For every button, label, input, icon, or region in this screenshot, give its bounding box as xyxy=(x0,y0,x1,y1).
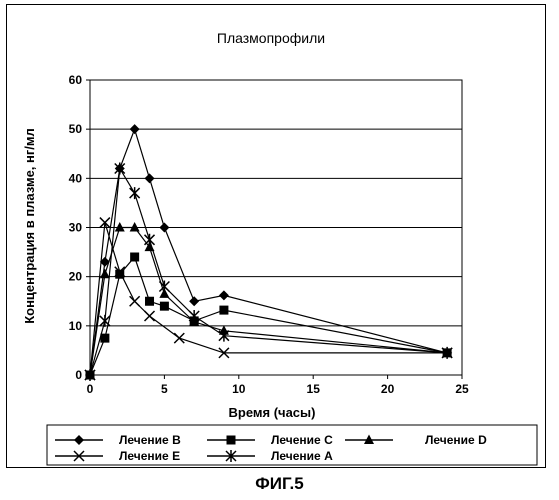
x-tick-label: 15 xyxy=(307,382,321,396)
x-tick-label: 25 xyxy=(455,382,469,396)
data-point xyxy=(159,223,169,233)
series-line xyxy=(90,169,447,376)
y-tick-label: 50 xyxy=(69,122,83,136)
data-point xyxy=(145,311,155,321)
data-point xyxy=(160,302,169,311)
x-axis-label: Время (часы) xyxy=(229,405,316,420)
figure-caption: ФИГ.5 xyxy=(0,474,559,494)
data-point xyxy=(189,296,199,306)
series-line xyxy=(90,129,447,375)
y-tick-label: 10 xyxy=(69,319,83,333)
plasma-profile-chart: Плазмопрофили 0 10 20 30 40 50 60 0 5 10 15 20 25 Вр… xyxy=(7,5,545,467)
y-tick-label: 60 xyxy=(69,73,83,87)
series-0 xyxy=(85,124,452,380)
plot-area: 0 10 20 30 40 50 60 0 5 10 15 20 25 xyxy=(69,73,469,396)
data-point xyxy=(159,281,169,293)
y-tick-label: 0 xyxy=(75,368,82,382)
data-point xyxy=(174,333,184,343)
legend: Лечение B Лечение C Лечение D Лечение E Лече… xyxy=(47,425,537,465)
data-point xyxy=(189,310,199,322)
data-point xyxy=(130,124,140,134)
y-tick-label: 20 xyxy=(69,270,83,284)
data-point xyxy=(100,334,109,343)
legend-entry: Лечение A xyxy=(207,449,333,463)
x-tick-label: 10 xyxy=(232,382,246,396)
y-tick-label: 40 xyxy=(69,171,83,185)
data-point xyxy=(115,222,125,232)
data-point xyxy=(130,222,140,232)
data-point xyxy=(145,173,155,183)
y-axis-label: Концентрация в плазме, нг/мл xyxy=(22,128,37,324)
data-point xyxy=(145,297,154,306)
x-tick-label: 0 xyxy=(87,382,94,396)
x-tick-label: 20 xyxy=(381,382,395,396)
legend-label: Лечение D xyxy=(425,433,487,447)
series-line xyxy=(90,223,447,375)
chart-title: Плазмопрофили xyxy=(217,30,325,46)
data-point xyxy=(130,296,140,306)
chart-frame: Плазмопрофили 0 10 20 30 40 50 60 0 5 10 15 20 25 Вр… xyxy=(6,4,546,468)
data-point xyxy=(100,269,110,279)
legend-marker xyxy=(227,436,236,445)
series-line xyxy=(90,257,447,375)
x-tick-label: 5 xyxy=(161,382,168,396)
series-2 xyxy=(85,222,452,379)
data-point xyxy=(219,306,228,315)
series-1 xyxy=(86,253,452,380)
series-3 xyxy=(85,218,452,380)
legend-label: Лечение B xyxy=(119,433,181,447)
legend-label: Лечение E xyxy=(119,449,180,463)
legend-label: Лечение C xyxy=(271,433,333,447)
data-point xyxy=(219,290,229,300)
y-tick-label: 30 xyxy=(69,221,83,235)
data-point xyxy=(145,234,155,246)
data-point xyxy=(130,253,139,262)
legend-label: Лечение A xyxy=(271,449,333,463)
data-point xyxy=(130,187,140,199)
